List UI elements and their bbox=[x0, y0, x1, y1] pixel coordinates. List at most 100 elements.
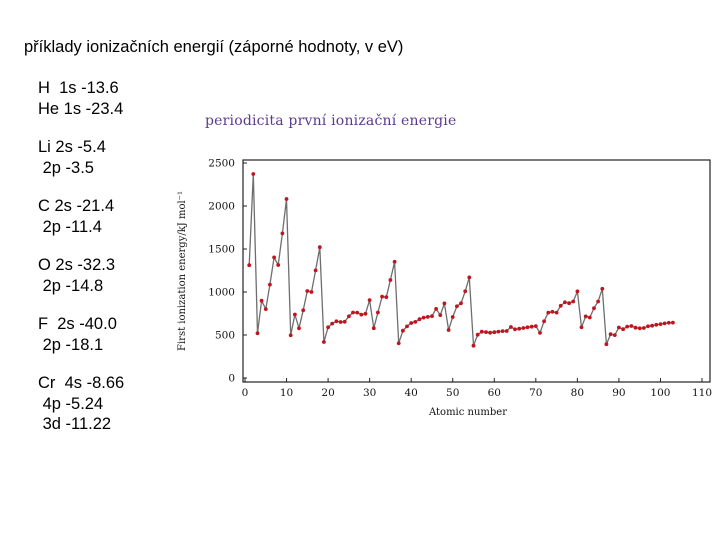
x-tick-label: 60 bbox=[488, 387, 501, 399]
energy-line: H 1s -13.6 bbox=[38, 79, 119, 97]
data-point bbox=[301, 308, 306, 313]
data-point bbox=[425, 315, 430, 319]
data-point bbox=[641, 326, 646, 330]
data-points bbox=[247, 172, 675, 348]
data-point bbox=[355, 310, 360, 315]
data-point bbox=[338, 320, 343, 324]
x-tick-label: 40 bbox=[404, 387, 417, 399]
data-point bbox=[621, 327, 625, 332]
data-point bbox=[525, 325, 530, 330]
data-point bbox=[293, 312, 297, 317]
data-point bbox=[288, 333, 293, 338]
y-tick-label: 1500 bbox=[208, 244, 235, 256]
data-point bbox=[409, 321, 414, 325]
data-point bbox=[401, 328, 405, 333]
data-point bbox=[322, 340, 326, 344]
data-point bbox=[608, 332, 613, 337]
data-point bbox=[475, 332, 480, 337]
data-point bbox=[650, 323, 654, 328]
data-point bbox=[459, 301, 463, 306]
data-point bbox=[633, 325, 638, 330]
data-point bbox=[471, 343, 476, 348]
data-point bbox=[662, 321, 667, 326]
list-gap bbox=[38, 178, 124, 196]
data-point bbox=[546, 310, 551, 315]
ionization-energy-line bbox=[248, 173, 673, 346]
data-point bbox=[612, 333, 617, 337]
data-point bbox=[396, 341, 401, 346]
data-point bbox=[434, 307, 438, 311]
x-axis-label: Atomic number bbox=[428, 407, 507, 418]
data-point bbox=[533, 324, 538, 328]
data-point bbox=[272, 255, 276, 260]
y-tick-label: 1000 bbox=[208, 287, 235, 299]
energy-line: 2p -14.8 bbox=[38, 276, 104, 295]
data-point bbox=[563, 300, 567, 305]
data-point bbox=[392, 259, 397, 264]
data-point bbox=[384, 295, 389, 299]
energy-line: F 2s -40.0 bbox=[38, 315, 117, 333]
data-point bbox=[467, 275, 472, 280]
data-point bbox=[637, 326, 642, 331]
energy-line: 4p -5.24 bbox=[38, 394, 104, 413]
y-tick-label: 2000 bbox=[208, 201, 235, 213]
data-point bbox=[363, 311, 368, 316]
x-tick-label: 100 bbox=[650, 387, 670, 399]
data-point bbox=[654, 322, 659, 327]
data-point bbox=[380, 294, 384, 299]
data-point bbox=[617, 325, 621, 330]
data-point bbox=[592, 306, 596, 311]
data-point bbox=[438, 313, 443, 317]
orbital-energy-list: H 1s -13.6 He 1s -23.4 Li 2s -5.4 2p -3.5 C… bbox=[38, 78, 124, 435]
y-tick-label: 2500 bbox=[208, 158, 235, 170]
energy-line: 2p -18.1 bbox=[38, 335, 104, 354]
data-point bbox=[492, 330, 497, 335]
data-point bbox=[297, 326, 301, 331]
x-tick-label: 110 bbox=[692, 387, 712, 399]
data-point bbox=[446, 328, 451, 332]
data-point bbox=[442, 301, 447, 306]
data-point bbox=[521, 326, 526, 330]
list-gap bbox=[38, 119, 124, 137]
list-gap bbox=[38, 296, 124, 314]
data-point bbox=[255, 331, 260, 336]
energy-line: 2p -3.5 bbox=[38, 158, 94, 177]
data-point bbox=[579, 325, 584, 330]
energy-line: C 2s -21.4 bbox=[38, 197, 115, 215]
data-point bbox=[538, 331, 542, 335]
y-axis-ticks: 0 500 1000 1500 2000 2500 bbox=[208, 158, 247, 385]
data-point bbox=[263, 307, 268, 311]
data-point bbox=[371, 326, 376, 331]
x-tick-label: 90 bbox=[612, 387, 625, 399]
data-point bbox=[309, 290, 314, 294]
data-point bbox=[542, 319, 546, 324]
energy-line: Li 2s -5.4 bbox=[38, 138, 106, 156]
data-point bbox=[583, 314, 588, 319]
list-gap bbox=[38, 355, 124, 373]
data-point bbox=[276, 263, 281, 267]
data-point bbox=[629, 324, 634, 328]
plot-frame bbox=[242, 159, 711, 383]
energy-line: 3d -11.22 bbox=[38, 415, 112, 433]
data-point bbox=[550, 309, 555, 314]
data-point bbox=[367, 298, 372, 302]
data-point bbox=[405, 324, 409, 329]
data-point bbox=[376, 310, 380, 315]
data-point bbox=[284, 197, 289, 201]
data-point bbox=[247, 263, 252, 268]
data-point bbox=[575, 289, 580, 294]
data-point bbox=[604, 342, 609, 347]
data-point bbox=[484, 330, 488, 334]
data-point bbox=[413, 320, 418, 324]
data-point bbox=[450, 315, 455, 319]
data-point bbox=[554, 310, 559, 315]
x-tick-label: 80 bbox=[571, 387, 584, 399]
data-point bbox=[430, 314, 434, 318]
x-tick-label: 10 bbox=[280, 387, 293, 399]
data-point bbox=[571, 299, 576, 304]
data-point bbox=[268, 282, 272, 287]
data-point bbox=[513, 327, 517, 332]
data-point bbox=[509, 325, 513, 329]
data-point bbox=[280, 231, 285, 236]
y-axis-label: First ionization energy/kJ mol⁻¹ bbox=[177, 191, 188, 351]
